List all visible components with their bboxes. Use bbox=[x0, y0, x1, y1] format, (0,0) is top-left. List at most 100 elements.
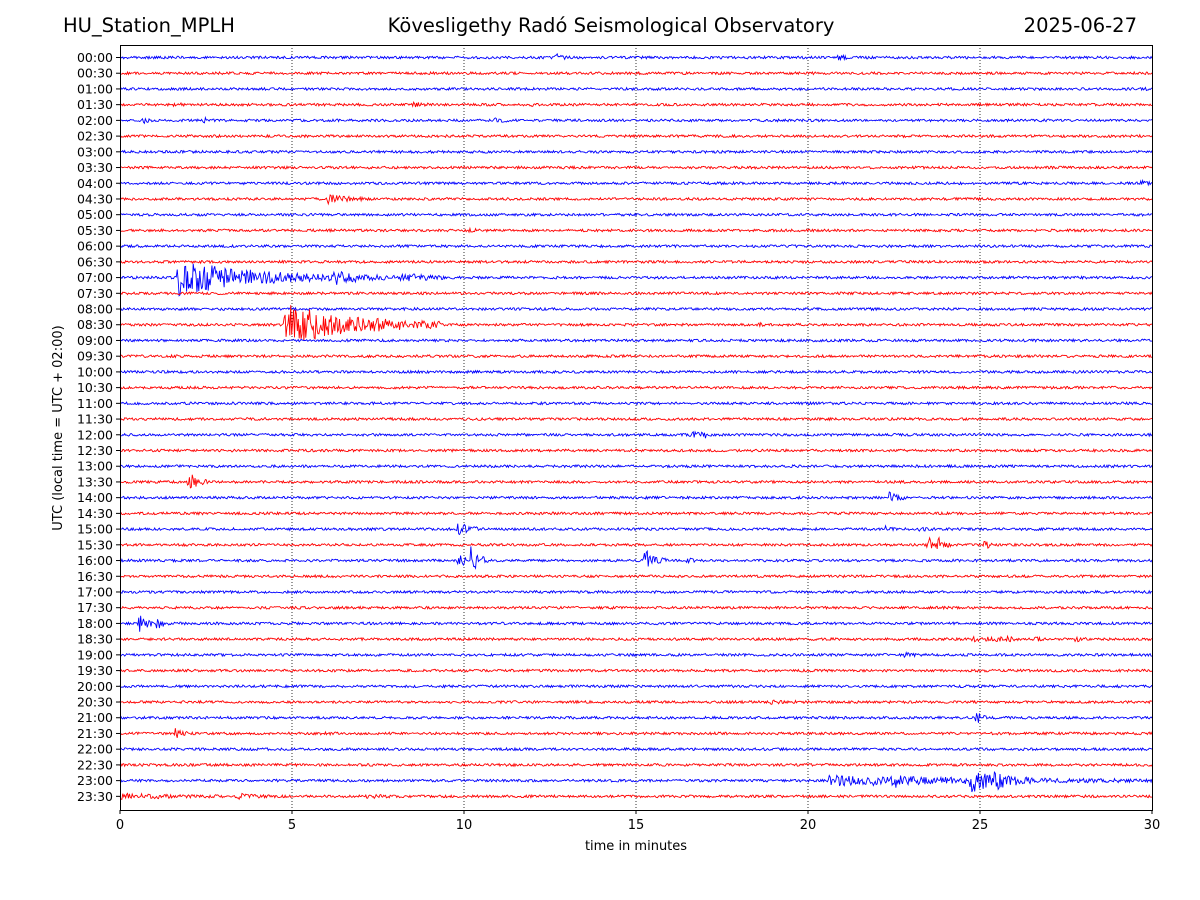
y-tick-label: 07:00 bbox=[77, 270, 113, 285]
trace-1730 bbox=[119, 605, 1153, 611]
y-tick-label: 05:30 bbox=[77, 223, 113, 238]
trace-1100 bbox=[119, 400, 1153, 406]
y-tick-label: 09:00 bbox=[77, 333, 113, 348]
y-tick-label: 04:00 bbox=[77, 176, 113, 191]
y-tick-label: 10:30 bbox=[77, 380, 113, 395]
y-tick-label: 02:00 bbox=[77, 113, 113, 128]
x-tick-label: 10 bbox=[456, 818, 473, 833]
y-axis-label: UTC (local time = UTC + 02:00) bbox=[51, 325, 66, 530]
trace-1430 bbox=[120, 510, 1153, 516]
trace-2200 bbox=[119, 746, 1153, 752]
y-tick-label: 06:30 bbox=[77, 254, 113, 269]
y-tick-label: 03:00 bbox=[77, 144, 113, 159]
trace-0130 bbox=[119, 101, 1153, 108]
plot-frame bbox=[120, 45, 1153, 811]
y-tick-label: 00:00 bbox=[77, 50, 113, 65]
x-axis-label: time in minutes bbox=[585, 839, 687, 854]
y-tick-label: 13:00 bbox=[77, 459, 113, 474]
trace-1000 bbox=[119, 369, 1153, 375]
x-tick-label: 5 bbox=[288, 818, 296, 833]
trace-0800 bbox=[119, 306, 1153, 312]
trace-2330 bbox=[119, 792, 1153, 801]
trace-1330 bbox=[119, 474, 1153, 489]
trace-0900 bbox=[119, 337, 1153, 343]
y-tick-label: 20:00 bbox=[77, 679, 113, 694]
trace-1600 bbox=[119, 546, 1153, 570]
trace-1300 bbox=[119, 463, 1153, 469]
chart-date: 2025-06-27 bbox=[1023, 14, 1137, 37]
y-tick-label: 22:30 bbox=[77, 757, 113, 772]
trace-1700 bbox=[119, 589, 1153, 595]
trace-0700 bbox=[119, 263, 1153, 297]
y-tick-label: 04:30 bbox=[77, 191, 113, 206]
trace-0600 bbox=[119, 243, 1153, 249]
y-tick-label: 13:30 bbox=[77, 474, 113, 489]
y-tick-label: 02:30 bbox=[77, 129, 113, 144]
axis-layer: 0 5 10 15 20 25 30 00:0000:3001:0001:3002:0002:… bbox=[77, 50, 1160, 833]
trace-2300 bbox=[119, 771, 1153, 793]
y-tick-label: 17:00 bbox=[77, 584, 113, 599]
trace-layer bbox=[119, 52, 1153, 801]
trace-1130 bbox=[119, 416, 1153, 422]
trace-1530 bbox=[119, 536, 1153, 550]
trace-1800 bbox=[119, 615, 1153, 632]
trace-2030 bbox=[119, 699, 1153, 705]
trace-0300 bbox=[119, 149, 1153, 155]
trace-0930 bbox=[119, 353, 1153, 359]
trace-2000 bbox=[119, 683, 1153, 689]
x-tick-label: 15 bbox=[628, 818, 645, 833]
y-tick-label: 16:30 bbox=[77, 569, 113, 584]
chart-title: Kövesligethy Radó Seismological Observat… bbox=[387, 14, 835, 37]
trace-0530 bbox=[120, 226, 1153, 234]
trace-0630 bbox=[119, 259, 1153, 265]
trace-1630 bbox=[119, 573, 1153, 579]
trace-1200 bbox=[119, 430, 1153, 439]
y-tick-label: 14:00 bbox=[77, 490, 113, 505]
x-tick-label: 0 bbox=[116, 818, 124, 833]
y-tick-label: 08:00 bbox=[77, 302, 113, 317]
trace-0430 bbox=[119, 194, 1153, 206]
y-tick-label: 11:30 bbox=[77, 412, 113, 427]
y-tick-label: 00:30 bbox=[77, 66, 113, 81]
trace-0400 bbox=[119, 178, 1153, 187]
x-tick-label: 30 bbox=[1144, 818, 1161, 833]
y-tick-label: 15:30 bbox=[77, 537, 113, 552]
y-tick-label: 23:30 bbox=[77, 789, 113, 804]
y-tick-label: 23:00 bbox=[77, 773, 113, 788]
trace-2230 bbox=[119, 762, 1153, 768]
trace-0100 bbox=[119, 86, 1153, 92]
trace-0330 bbox=[119, 165, 1153, 171]
trace-1830 bbox=[119, 634, 1153, 643]
y-tick-label: 09:30 bbox=[77, 349, 113, 364]
y-tick-label: 21:00 bbox=[77, 710, 113, 725]
trace-0200 bbox=[119, 115, 1153, 125]
trace-0030 bbox=[119, 70, 1153, 76]
station-name: HU_Station_MPLH bbox=[63, 14, 235, 37]
y-tick-label: 20:30 bbox=[77, 695, 113, 710]
trace-1230 bbox=[119, 448, 1153, 453]
y-tick-label: 11:00 bbox=[77, 396, 113, 411]
trace-1930 bbox=[119, 668, 1153, 673]
grid-layer bbox=[291, 45, 981, 810]
y-tick-label: 21:30 bbox=[77, 726, 113, 741]
trace-2130 bbox=[119, 728, 1153, 738]
trace-0500 bbox=[119, 212, 1153, 218]
y-tick-label: 10:00 bbox=[77, 364, 113, 379]
trace-1030 bbox=[119, 385, 1153, 391]
y-tick-label: 17:30 bbox=[77, 600, 113, 615]
x-tick-label: 20 bbox=[800, 818, 817, 833]
y-tick-label: 19:30 bbox=[77, 663, 113, 678]
trace-1900 bbox=[119, 651, 1153, 659]
y-tick-label: 12:00 bbox=[77, 427, 113, 442]
trace-0230 bbox=[119, 133, 1153, 139]
y-tick-label: 19:00 bbox=[77, 647, 113, 662]
trace-2100 bbox=[119, 713, 1153, 723]
y-tick-label: 18:30 bbox=[77, 632, 113, 647]
y-tick-label: 12:30 bbox=[77, 443, 113, 458]
y-tick-label: 15:00 bbox=[77, 522, 113, 537]
y-tick-label: 22:00 bbox=[77, 742, 113, 757]
x-tick-label: 25 bbox=[972, 818, 989, 833]
y-tick-label: 01:30 bbox=[77, 97, 113, 112]
y-tick-label: 08:30 bbox=[77, 317, 113, 332]
